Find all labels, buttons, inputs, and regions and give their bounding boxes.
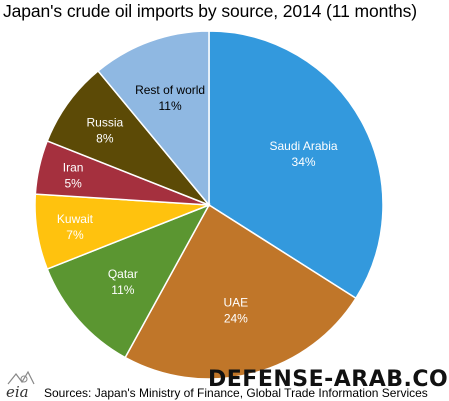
slice-label: Qatar [108, 267, 138, 281]
slice-value-label: 8% [96, 131, 114, 145]
slice-value-label: 11% [159, 99, 182, 113]
slice-value-label: 11% [111, 283, 134, 297]
pie-labels: Saudi Arabia 34% UAE 24% Qatar 11% Kuwait 7% Ira… [57, 83, 338, 326]
slice-qatar [46, 203, 211, 359]
slice-value-label: 34% [292, 155, 316, 169]
eia-logo: eia [6, 370, 35, 400]
slice-saudi-arabia [208, 30, 384, 300]
slice-value-label: 7% [66, 228, 84, 242]
logo-text: eia [6, 383, 29, 400]
pie-slices [34, 30, 384, 380]
slice-label: Iran [63, 161, 84, 175]
source-note: Sources: Japan's Ministry of Finance, Gl… [44, 386, 428, 400]
slice-label: Kuwait [57, 212, 94, 226]
watermark: DEFENSE-ARAB.COM [208, 367, 449, 392]
slice-label: UAE [223, 295, 248, 309]
slice-value-label: 5% [64, 177, 82, 191]
slice-label: Rest of world [135, 83, 205, 97]
slice-rest-of-world [97, 30, 210, 208]
slice-uae [124, 203, 357, 380]
slice-value-label: 24% [224, 311, 248, 325]
chart-title: Japan's crude oil imports by source, 201… [3, 1, 418, 21]
slice-label: Saudi Arabia [270, 139, 338, 153]
slice-label: Russia [86, 115, 123, 129]
